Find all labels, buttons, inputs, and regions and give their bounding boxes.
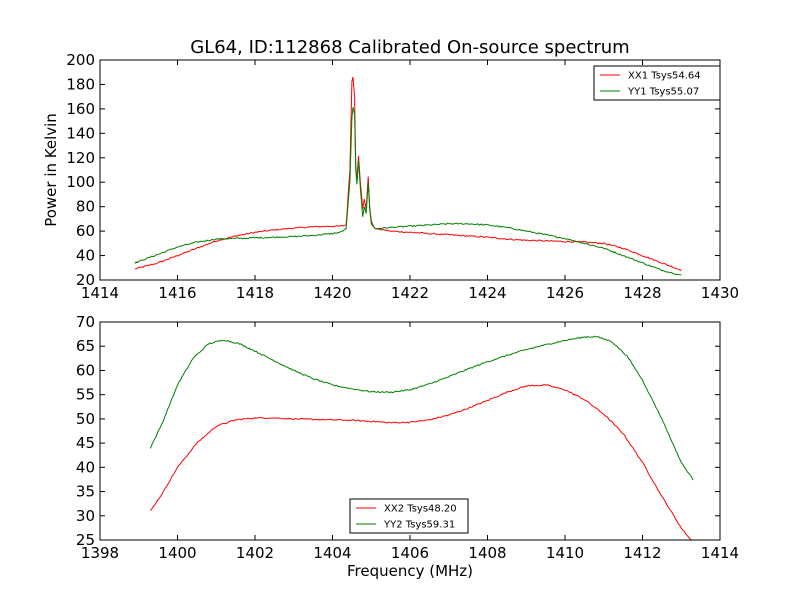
series-line-0-1: [134, 106, 682, 276]
y-tick-label: 50: [76, 410, 95, 428]
legend-label: YY2 Tsys59.31: [383, 520, 455, 531]
y-tick-label: 20: [76, 271, 95, 289]
y-tick-label: 200: [66, 51, 95, 69]
series-line-0-0: [134, 76, 682, 272]
y-tick-label: 45: [76, 434, 95, 452]
bottom-panel: 1398 1400 1402 1404 1406 1408 1410 1412 1414 25 30…: [76, 313, 739, 580]
y-tick-label: 65: [76, 337, 95, 355]
y-tick-label: 180: [66, 75, 95, 93]
x-axis-label: Frequency (MHz): [347, 562, 473, 580]
x-tick-label: 1418: [236, 284, 274, 302]
y-tick-label: 40: [76, 458, 95, 476]
x-tick-label: 1414: [701, 544, 739, 562]
x-tick-label: 1410: [546, 544, 584, 562]
x-tick-label: 1400: [158, 544, 196, 562]
x-tick-label: 1398: [81, 544, 119, 562]
legend-label: XX2 Tsys48.20: [384, 504, 457, 515]
top-panel: 1414 1416 1418 1420 1422 1424 1426 1428 1430 20 40…: [42, 51, 739, 302]
y-tick-label: 35: [76, 483, 95, 501]
x-tick-label: 1416: [158, 284, 196, 302]
x-tick-label: 1414: [81, 284, 119, 302]
legend: XX2 Tsys48.20 YY2 Tsys59.31: [349, 498, 469, 534]
y-tick-label: 80: [76, 198, 95, 216]
y-tick-label: 60: [76, 361, 95, 379]
x-tick-label: 1404: [313, 544, 351, 562]
y-axis-label: Power in Kelvin: [42, 113, 60, 227]
legend-box: [593, 65, 721, 101]
x-tick-label: 1406: [391, 544, 429, 562]
legend: XX1 Tsys54.64 YY1 Tsys55.07: [593, 65, 721, 101]
y-tick-label: 100: [66, 173, 95, 191]
y-tick-label: 160: [66, 100, 95, 118]
x-tick-label: 1424: [468, 284, 506, 302]
y-tick-label: 30: [76, 507, 95, 525]
x-tick-label: 1422: [391, 284, 429, 302]
y-tick-label: 70: [76, 313, 95, 331]
chart-title: GL64, ID:112868 Calibrated On-source spe…: [190, 37, 629, 58]
series-line-1-1: [149, 335, 694, 481]
legend-box: [349, 498, 469, 534]
y-tick-label: 40: [76, 247, 95, 265]
y-tick-label: 25: [76, 531, 95, 549]
x-tick-label: 1428: [623, 284, 661, 302]
x-tick-label: 1426: [546, 284, 584, 302]
x-tick-label: 1408: [468, 544, 506, 562]
x-tick-label: 1402: [236, 544, 274, 562]
series-line-1-0: [150, 383, 692, 540]
y-tick-label: 60: [76, 222, 95, 240]
legend-label: YY1 Tsys55.07: [627, 87, 699, 98]
legend-label: XX1 Tsys54.64: [628, 71, 701, 82]
y-tick-label: 120: [66, 149, 95, 167]
x-tick-label: 1430: [701, 284, 739, 302]
y-tick-label: 140: [66, 124, 95, 142]
x-tick-label: 1412: [623, 544, 661, 562]
y-tick-label: 55: [76, 386, 95, 404]
x-tick-label: 1420: [313, 284, 351, 302]
